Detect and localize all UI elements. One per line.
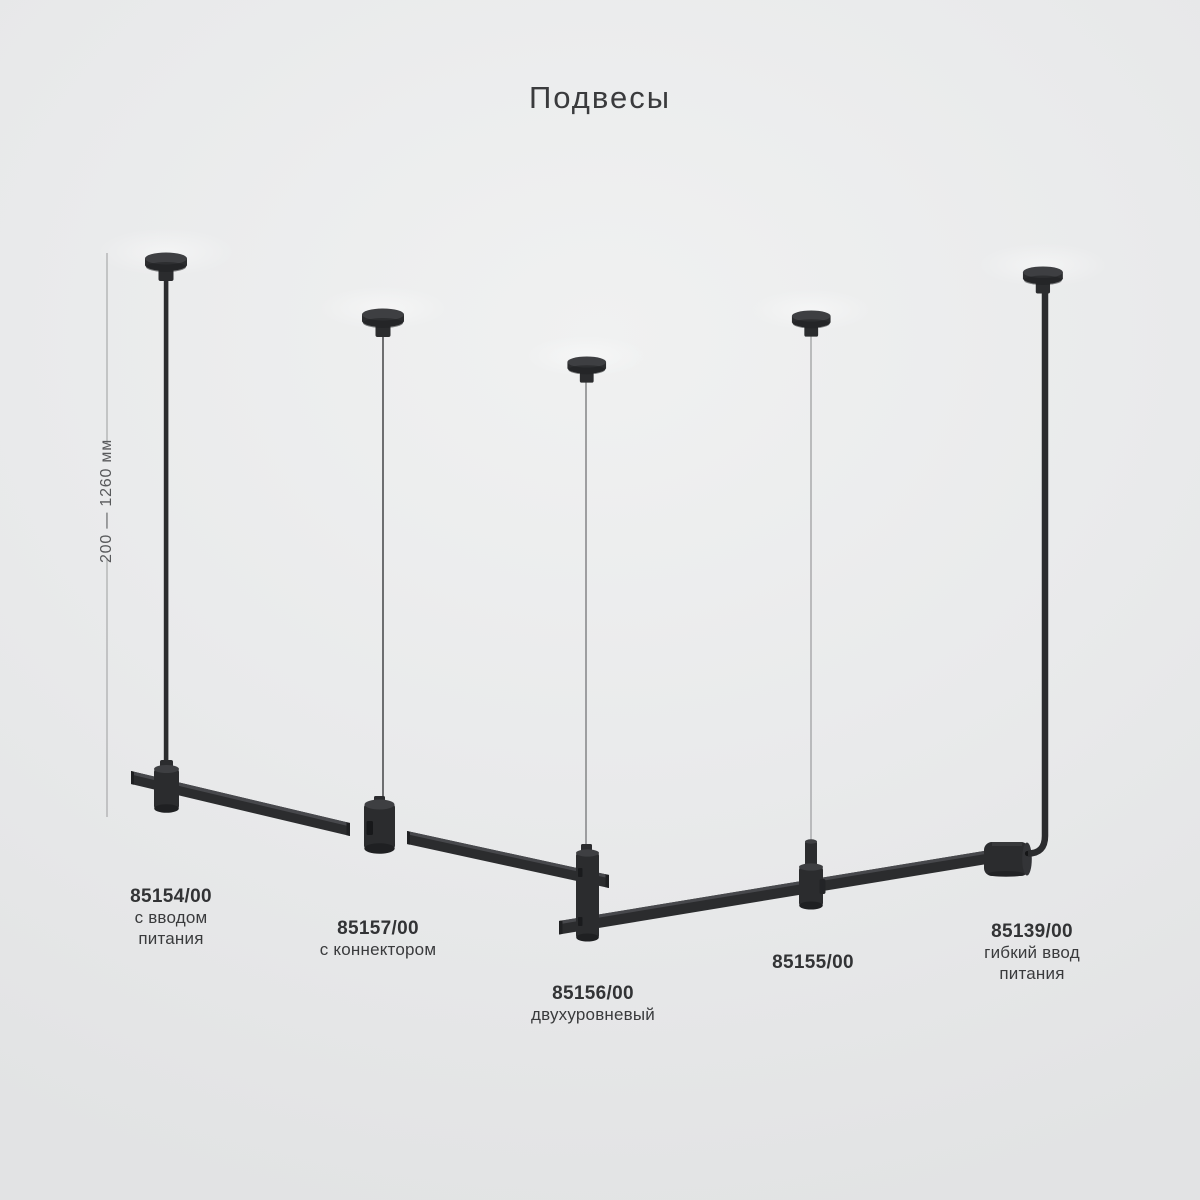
pendant-connector (362, 308, 404, 854)
product-code: 85155/00 (772, 952, 854, 973)
product-description-line: с вводом (134, 908, 208, 927)
ceiling-glow-group (96, 228, 1109, 377)
ceiling-canopy (567, 356, 607, 383)
two-level-post (576, 844, 599, 942)
connector-cylinder (364, 796, 395, 854)
track-rail-right (559, 850, 990, 935)
page-title: Подвесы (528, 80, 672, 115)
suspension-rod (163, 278, 169, 770)
product-description-line: питания (138, 928, 204, 948)
product-label-flex-power: 85139/00 гибкий ввод питания (984, 921, 1080, 984)
clamp-screw-lower (578, 917, 583, 926)
track-gripper (799, 839, 826, 910)
product-label-standard: 85155/00 (772, 952, 854, 974)
product-description-line: питания (999, 963, 1065, 983)
track-adapter-cylinder (154, 760, 179, 813)
product-description-line: с коннектором (319, 940, 437, 959)
track-rail-middle (407, 831, 609, 888)
product-description-line: гибкий ввод (984, 943, 1080, 962)
track-rail-left (131, 771, 350, 836)
product-label-connector: 85157/00 с коннектором (320, 918, 436, 961)
product-code: 85154/00 (130, 886, 212, 907)
ceiling-canopy (362, 308, 404, 337)
clamp-knob (819, 879, 826, 894)
ceiling-canopy (1022, 266, 1063, 294)
pendant-power-input (145, 252, 187, 813)
product-code: 85157/00 (337, 918, 419, 939)
ceiling-canopy (791, 310, 831, 337)
dimension-indicator: 200 — 1260 мм (98, 253, 115, 817)
product-label-power-input: 85154/00 с вводом питания (130, 886, 212, 949)
product-code: 85139/00 (991, 921, 1073, 942)
ceiling-canopy (145, 252, 187, 281)
pendant-flex-power (984, 266, 1063, 877)
product-label-two-level: 85156/00 двухуровневый (531, 983, 655, 1026)
product-description-line: двухуровневый (530, 1005, 656, 1024)
dimension-label: 200 — 1260 мм (98, 439, 115, 563)
power-cord (1027, 292, 1049, 857)
clamp-screw-upper (578, 868, 583, 877)
pendant-standard (791, 310, 831, 910)
connector-slot (366, 821, 373, 835)
product-code: 85156/00 (552, 983, 634, 1004)
end-feed-cylinder (984, 842, 1032, 877)
pendant-two-level (567, 356, 607, 942)
